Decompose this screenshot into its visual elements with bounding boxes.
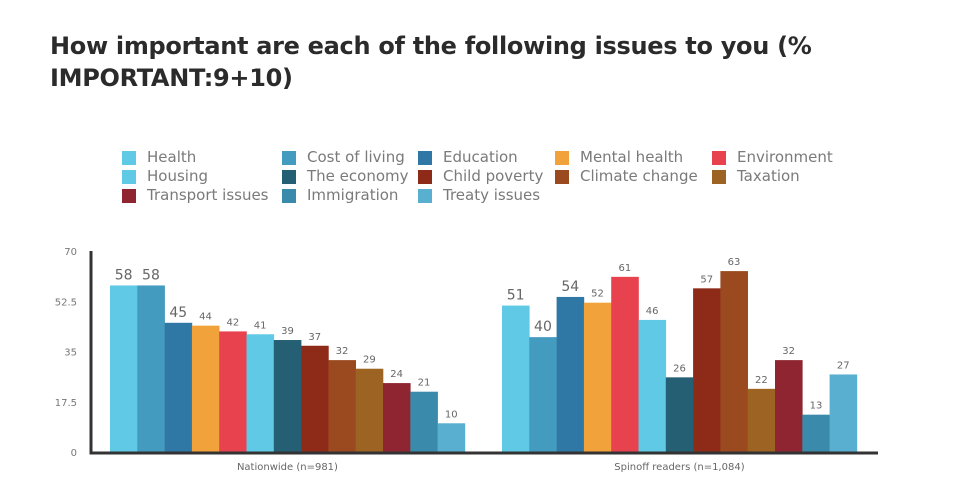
bar: [273, 340, 302, 452]
legend-label: Treaty issues: [443, 186, 541, 204]
legend-swatch: [122, 170, 136, 184]
bar: [529, 337, 557, 452]
bar: [829, 374, 858, 452]
data-label: 46: [646, 306, 659, 317]
legend-label: Immigration: [307, 186, 399, 204]
legend-label: Education: [443, 148, 518, 166]
x-category-label: Nationwide (n=981): [237, 462, 338, 473]
data-label: 37: [308, 332, 321, 343]
bar: [355, 368, 384, 452]
data-label: 58: [115, 267, 133, 283]
legend-swatch: [282, 189, 296, 203]
bar: [720, 271, 748, 452]
legend-label: Child poverty: [443, 167, 544, 185]
legend-label: Environment: [737, 148, 833, 166]
data-label: 24: [390, 369, 403, 380]
data-label: 27: [837, 360, 850, 371]
legend-swatch: [555, 170, 569, 184]
data-label: 58: [142, 267, 160, 283]
bar: [383, 383, 411, 452]
data-label: 44: [199, 312, 212, 323]
bar: [301, 345, 329, 452]
bar: [556, 296, 585, 452]
data-label: 63: [728, 257, 741, 268]
legend-label: The economy: [307, 167, 409, 185]
x-category-label: Spinoff readers (n=1,084): [614, 462, 744, 473]
legend-swatch: [282, 151, 296, 165]
bar: [137, 285, 165, 452]
legend-label: Transport issues: [147, 186, 269, 204]
bar: [328, 360, 356, 452]
data-label: 13: [810, 401, 823, 412]
y-tick-label: 17.5: [55, 398, 77, 409]
bar: [583, 302, 612, 452]
data-label: 29: [363, 355, 376, 366]
legend-swatch: [418, 170, 432, 184]
bar: [802, 414, 830, 452]
data-label: 45: [169, 305, 187, 321]
legend-label: Taxation: [737, 167, 800, 185]
data-label: 21: [418, 378, 431, 389]
data-label: 32: [336, 346, 349, 357]
data-label: 22: [755, 375, 768, 386]
data-label: 32: [782, 346, 795, 357]
bar: [775, 360, 803, 452]
data-label: 26: [673, 363, 686, 374]
bar: [611, 276, 639, 452]
bar: [502, 305, 530, 452]
chart-title: How important are each of the following …: [50, 32, 812, 92]
legend-label: Cost of living: [307, 148, 405, 166]
data-label: 52: [591, 289, 604, 300]
data-label: 54: [561, 279, 579, 295]
legend-swatch: [418, 189, 432, 203]
data-label: 10: [445, 409, 458, 420]
bar: [665, 377, 694, 452]
bar: [219, 331, 247, 452]
legend-label: Housing: [147, 167, 208, 185]
legend-label: Climate change: [580, 167, 698, 185]
legend-swatch: [122, 189, 136, 203]
y-tick-label: 70: [64, 247, 77, 258]
data-label: 61: [618, 263, 631, 274]
data-label: 41: [254, 320, 267, 331]
legend-swatch: [282, 170, 296, 184]
bar: [410, 391, 438, 452]
data-label: 40: [534, 319, 552, 335]
data-label: 57: [700, 274, 713, 285]
legend-swatch: [122, 151, 136, 165]
legend-swatch: [418, 151, 432, 165]
bar: [110, 285, 138, 452]
legend-swatch: [712, 170, 726, 184]
legend-label: Mental health: [580, 148, 684, 166]
legend-swatch: [712, 151, 726, 165]
data-label: 39: [281, 326, 294, 337]
y-tick-label: 52.5: [55, 297, 77, 308]
bar: [191, 325, 220, 452]
data-label: 51: [507, 288, 525, 304]
legend-label: Health: [147, 148, 197, 166]
y-tick-label: 35: [64, 348, 77, 359]
bar: [437, 423, 466, 452]
bar: [693, 288, 721, 452]
bar: [164, 322, 193, 452]
y-tick-label: 0: [71, 448, 77, 459]
bar: [747, 388, 776, 452]
bar: [246, 334, 275, 452]
legend-swatch: [555, 151, 569, 165]
bar: [638, 319, 667, 452]
data-label: 42: [226, 317, 239, 328]
